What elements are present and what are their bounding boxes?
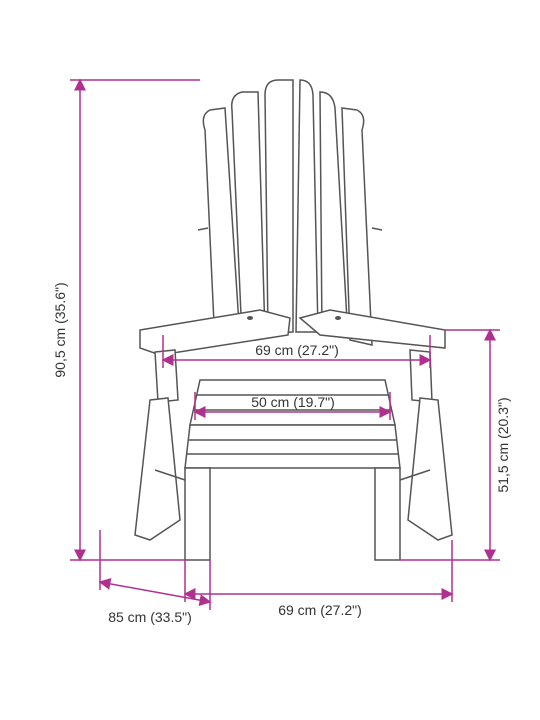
dim-arm-height-label: 51,5 cm (20.3") [495,397,511,492]
dim-depth-label: 85 cm (33.5") [108,609,192,625]
dim-total-height-label: 90,5 cm (35.6") [52,282,68,377]
dimension-diagram: 90,5 cm (35.6") 51,5 cm (20.3") 69 cm (2… [0,0,540,720]
dim-front-width-label: 69 cm (27.2") [278,602,362,618]
dim-arm-span-label: 69 cm (27.2") [255,342,339,358]
dim-seat-width-label: 50 cm (19.7") [251,394,335,410]
dim-total-height: 90,5 cm (35.6") [52,80,200,560]
dim-front-width: 69 cm (27.2") [185,540,452,618]
chair-outline [135,80,452,560]
